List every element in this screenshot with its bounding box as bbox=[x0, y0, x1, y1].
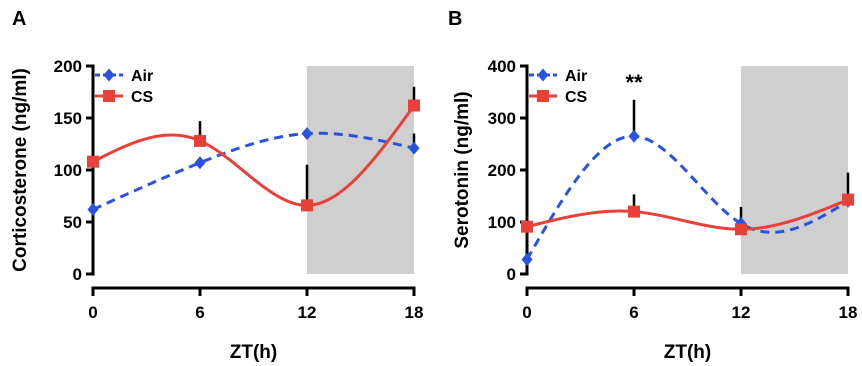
panel-a-air-legend-marker bbox=[103, 68, 115, 82]
panel-a-letter: A bbox=[12, 8, 26, 30]
panel-b-cs-curve bbox=[526, 198, 849, 231]
panel-b-cs-legend-marker bbox=[537, 90, 549, 102]
panel-b-x-tick-label: 12 bbox=[732, 303, 751, 322]
panel-a-air-point bbox=[194, 156, 206, 170]
panel-b-air-legend-marker bbox=[537, 68, 549, 82]
panel-a-air-curve bbox=[92, 131, 415, 211]
panel-b-air-legend-label: Air bbox=[565, 68, 587, 85]
panel-a-y-tick-label: 0 bbox=[73, 265, 82, 284]
panel-b-cs-point bbox=[521, 220, 533, 233]
panel-b-x-tick-label: 6 bbox=[629, 303, 638, 322]
panel-b-air-point bbox=[521, 252, 533, 266]
panel-b-y-tick-label: 0 bbox=[507, 265, 516, 284]
panel-a-air-point bbox=[408, 141, 420, 155]
panel-a-cs-curve bbox=[92, 104, 416, 207]
panel-b-x-tick-label: 0 bbox=[522, 303, 531, 322]
panel-a-dark-phase-shading bbox=[307, 66, 414, 274]
panel-a-air-point bbox=[301, 127, 313, 141]
panel-a-y-tick-label: 50 bbox=[63, 213, 82, 232]
panel-b-x-tick-label: 18 bbox=[839, 303, 858, 322]
panel-a-y-axis-title: Corticosterone (ng/ml) bbox=[10, 68, 31, 272]
panel-a-air-point bbox=[87, 203, 99, 217]
panel-a-cs-point bbox=[301, 199, 313, 212]
panel-b-y-axis-title: Serotonin (ng/ml) bbox=[452, 91, 473, 248]
panel-b-significance-annotation: ** bbox=[625, 70, 643, 95]
panel-b-cs-point bbox=[842, 193, 854, 206]
panel-b-y-tick-label: 200 bbox=[488, 161, 516, 180]
panel-a-cs-point bbox=[408, 99, 420, 112]
panel-a-x-tick-label: 0 bbox=[88, 303, 97, 322]
panel-b-letter: B bbox=[448, 8, 462, 30]
panel-a-cs-legend-marker bbox=[103, 90, 115, 102]
panel-b-x-axis-title: ZT(h) bbox=[664, 342, 711, 363]
panel-b-dark-phase-shading bbox=[741, 66, 848, 274]
panel-b-air-curve bbox=[525, 134, 849, 261]
panel-b-cs-legend-label: CS bbox=[565, 89, 588, 106]
panel-a-cs-legend-label: CS bbox=[131, 89, 154, 106]
panel-a-x-tick-label: 12 bbox=[298, 303, 317, 322]
panel-a-cs-point bbox=[87, 155, 99, 168]
panel-a-cs-point bbox=[194, 134, 206, 147]
panel-a-chart: A 0 50 100 150 200 0 6 12 18 ZT(h) Corticosterone (… bbox=[10, 8, 423, 363]
panel-b-y-tick-label: 400 bbox=[488, 57, 516, 76]
panel-a-x-tick-label: 6 bbox=[195, 303, 204, 322]
panel-b-y-tick-label: 100 bbox=[488, 213, 516, 232]
panel-b-air-point bbox=[628, 129, 640, 143]
panel-b-y-tick-label: 300 bbox=[488, 109, 516, 128]
panel-a-x-tick-label: 18 bbox=[405, 303, 424, 322]
panel-a-y-tick-label: 150 bbox=[54, 109, 82, 128]
panel-b-cs-point bbox=[735, 223, 747, 236]
panel-b-cs-point bbox=[628, 205, 640, 218]
panel-a-y-tick-label: 100 bbox=[54, 161, 82, 180]
panel-a-x-axis-title: ZT(h) bbox=[230, 342, 277, 363]
panel-b-chart: B 0 100 200 300 400 0 6 12 18 ZT(h) Serotonin (ng/m… bbox=[448, 8, 857, 363]
panel-a-y-tick-label: 200 bbox=[54, 57, 82, 76]
panel-a-air-legend-label: Air bbox=[131, 68, 153, 85]
